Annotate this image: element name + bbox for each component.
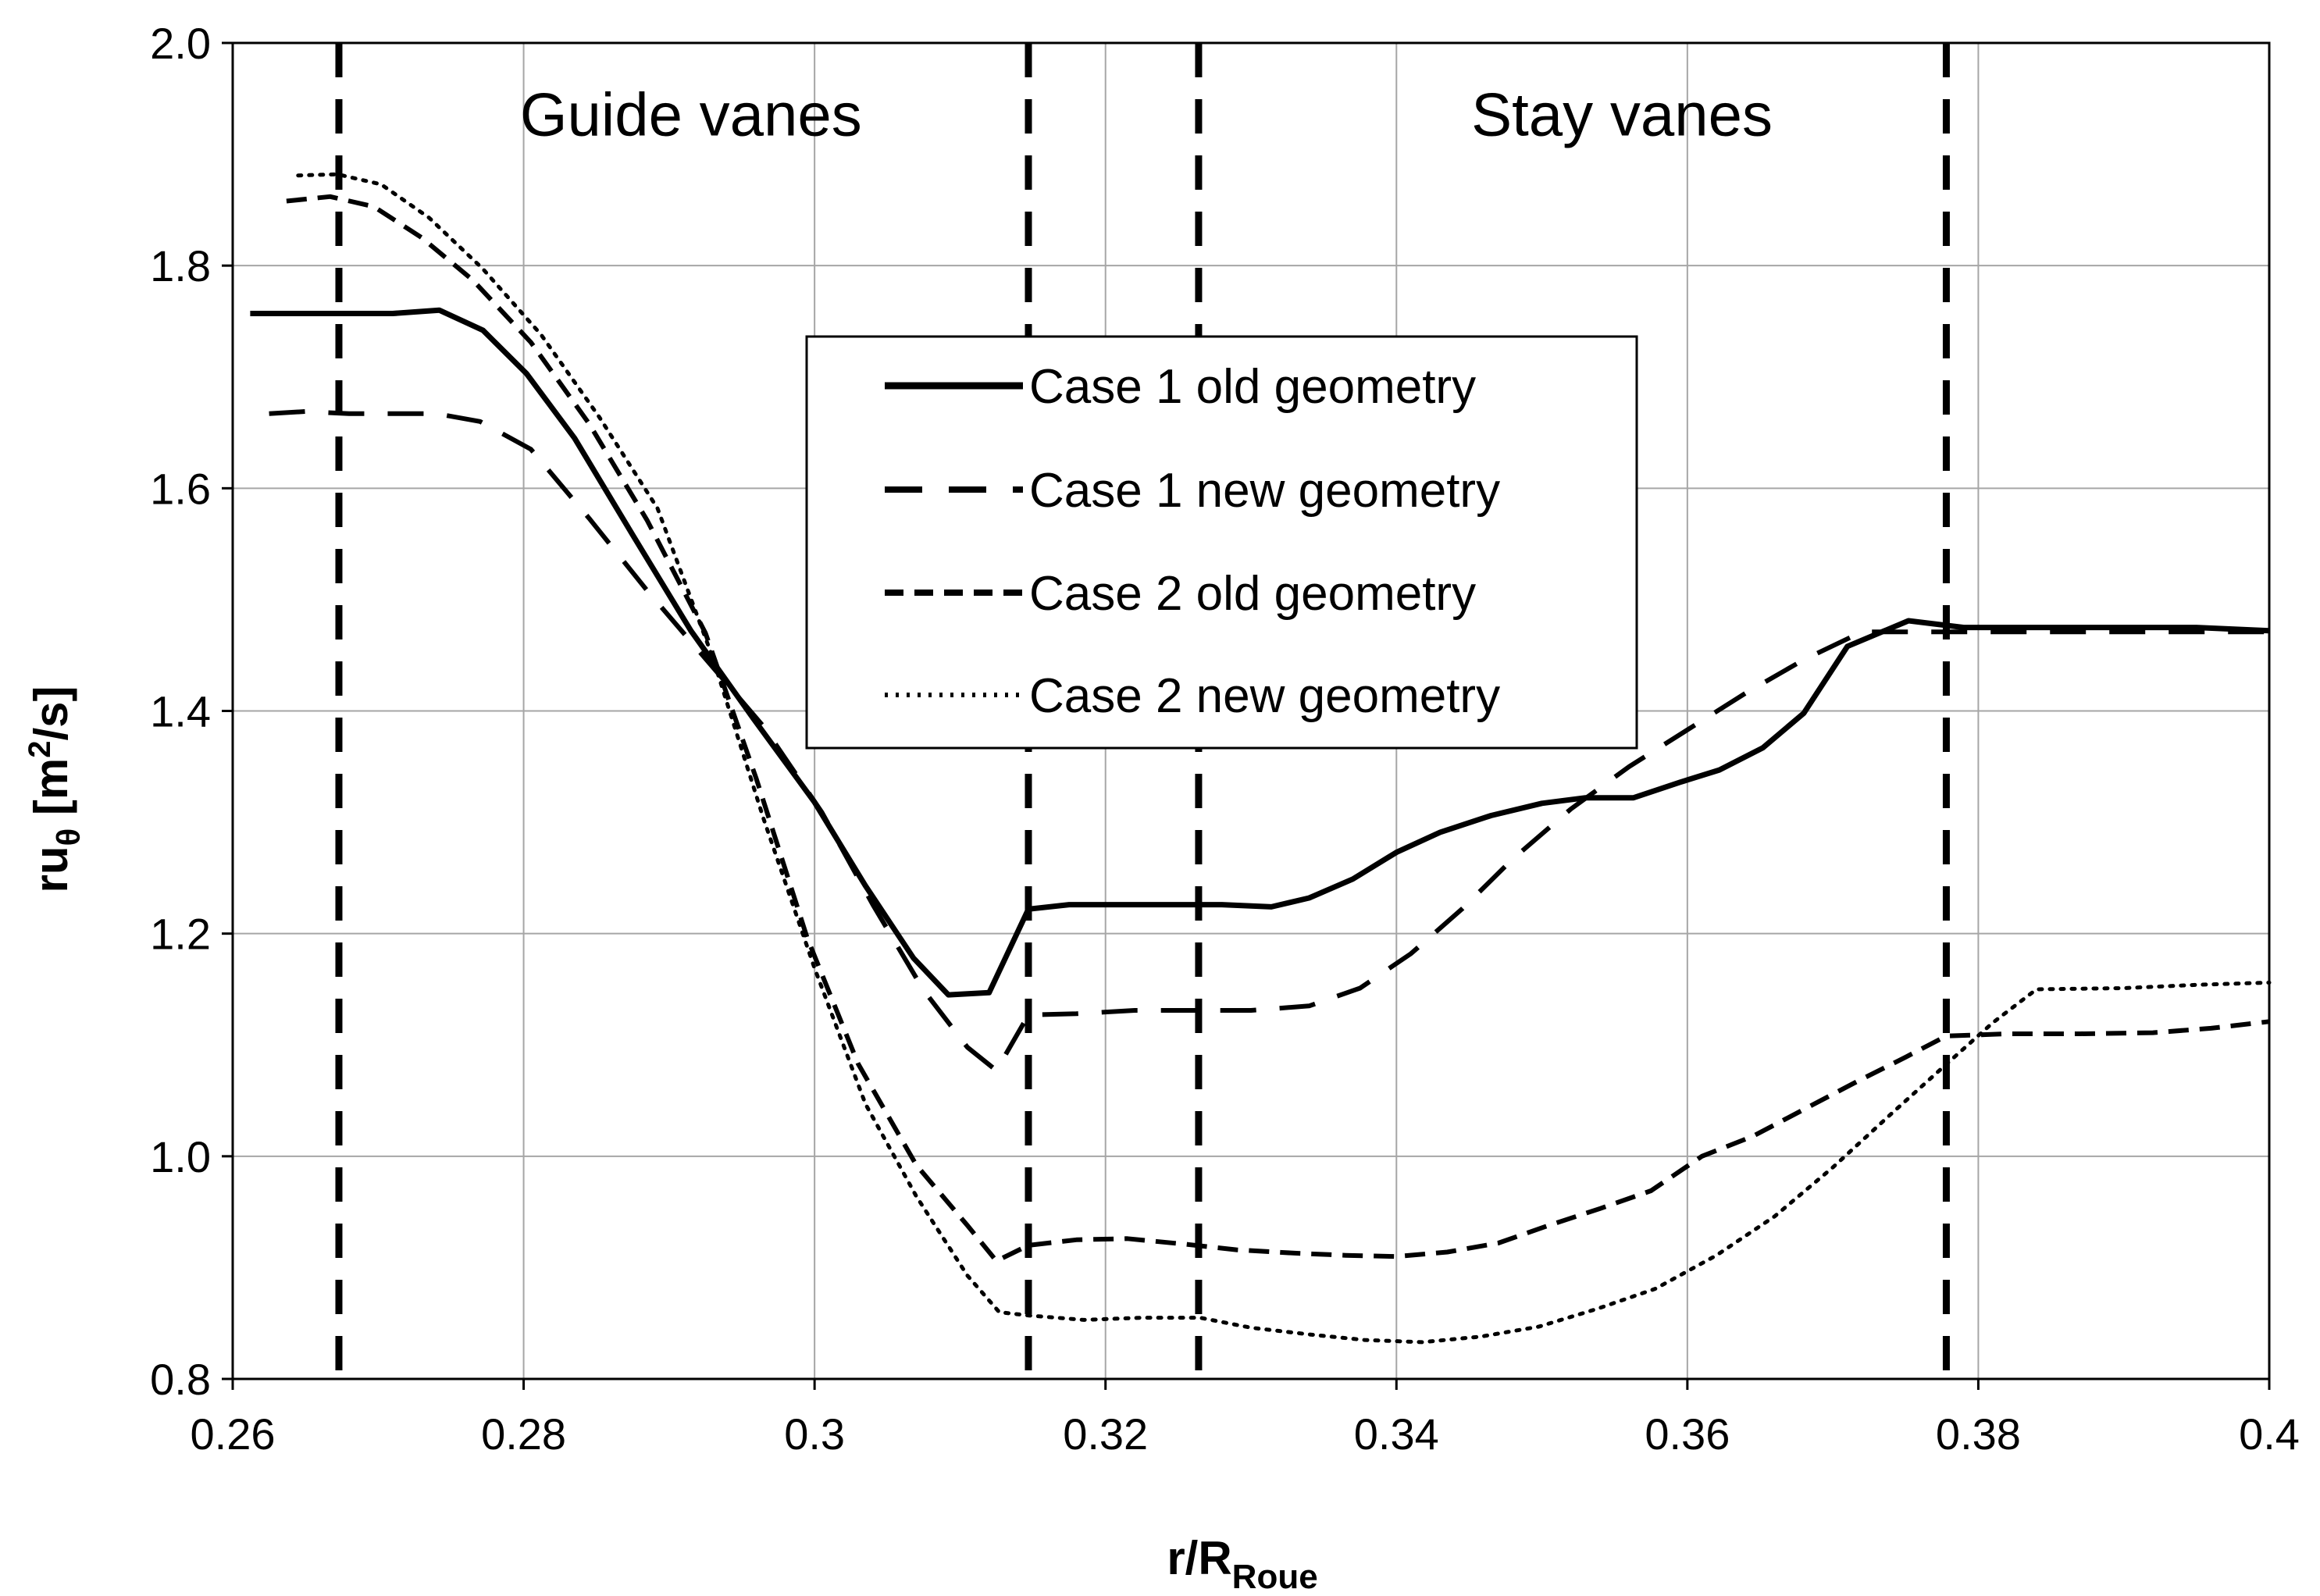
x-axis-label-main: r/R	[1167, 1532, 1231, 1584]
x-tick-label: 0.3	[784, 1409, 845, 1459]
y-axis-label-unit-post: /s]	[25, 686, 77, 741]
region-label: Stay vanes	[1471, 80, 1773, 149]
y-axis-label: ruθ [m2/s]	[23, 686, 87, 893]
data-series	[250, 172, 2272, 1345]
series-line-4	[296, 172, 2272, 1345]
y-tick-label: 1.4	[150, 687, 211, 736]
series-line-2	[269, 409, 2269, 1073]
y-axis-label-unit-pre: [m	[25, 758, 77, 828]
y-tick-label: 1.0	[150, 1132, 211, 1181]
y-tick-label: 0.8	[150, 1355, 211, 1404]
series-line-1	[250, 307, 2270, 998]
region-label: Guide vanes	[520, 80, 862, 149]
tick-labels: 0.26 0.28 0.3 0.32 0.34 0.36 0.38 0.4 0.8 1.0 1.2 1…	[150, 19, 2300, 1459]
y-axis-label-subscript: θ	[50, 828, 87, 846]
legend-label-case2-old: Case 2 old geometry	[1029, 567, 1476, 621]
x-tick-label: 0.28	[481, 1409, 566, 1459]
y-axis-label-unit-sup: 2	[23, 741, 57, 758]
x-tick-label: 0.36	[1645, 1409, 1730, 1459]
y-axis-label-main: ru	[25, 846, 77, 892]
x-tick-label: 0.4	[2239, 1409, 2300, 1459]
y-tick-label: 1.6	[150, 464, 211, 513]
x-axis-label: r/RRoue	[1167, 1532, 1317, 1596]
y-tick-label: 1.2	[150, 910, 211, 959]
legend-label-case1-old: Case 1 old geometry	[1029, 360, 1476, 414]
legend-label-case1-new: Case 1 new geometry	[1029, 464, 1500, 518]
legend: Case 1 old geometry Case 1 new geometry …	[805, 335, 1638, 750]
x-tick-label: 0.26	[191, 1409, 276, 1459]
x-tick-label: 0.34	[1354, 1409, 1439, 1459]
y-tick-label: 2.0	[150, 19, 211, 68]
x-tick-label: 0.32	[1063, 1409, 1148, 1459]
series-line-3	[286, 194, 2270, 1263]
x-tick-label: 0.38	[1936, 1409, 2021, 1459]
region-labels: Guide vanes Stay vanes	[520, 80, 1773, 149]
legend-box	[805, 335, 1638, 750]
y-tick-label: 1.8	[150, 241, 211, 290]
legend-label-case2-new: Case 2 new geometry	[1029, 669, 1500, 723]
x-axis-label-subscript: Roue	[1232, 1558, 1318, 1596]
